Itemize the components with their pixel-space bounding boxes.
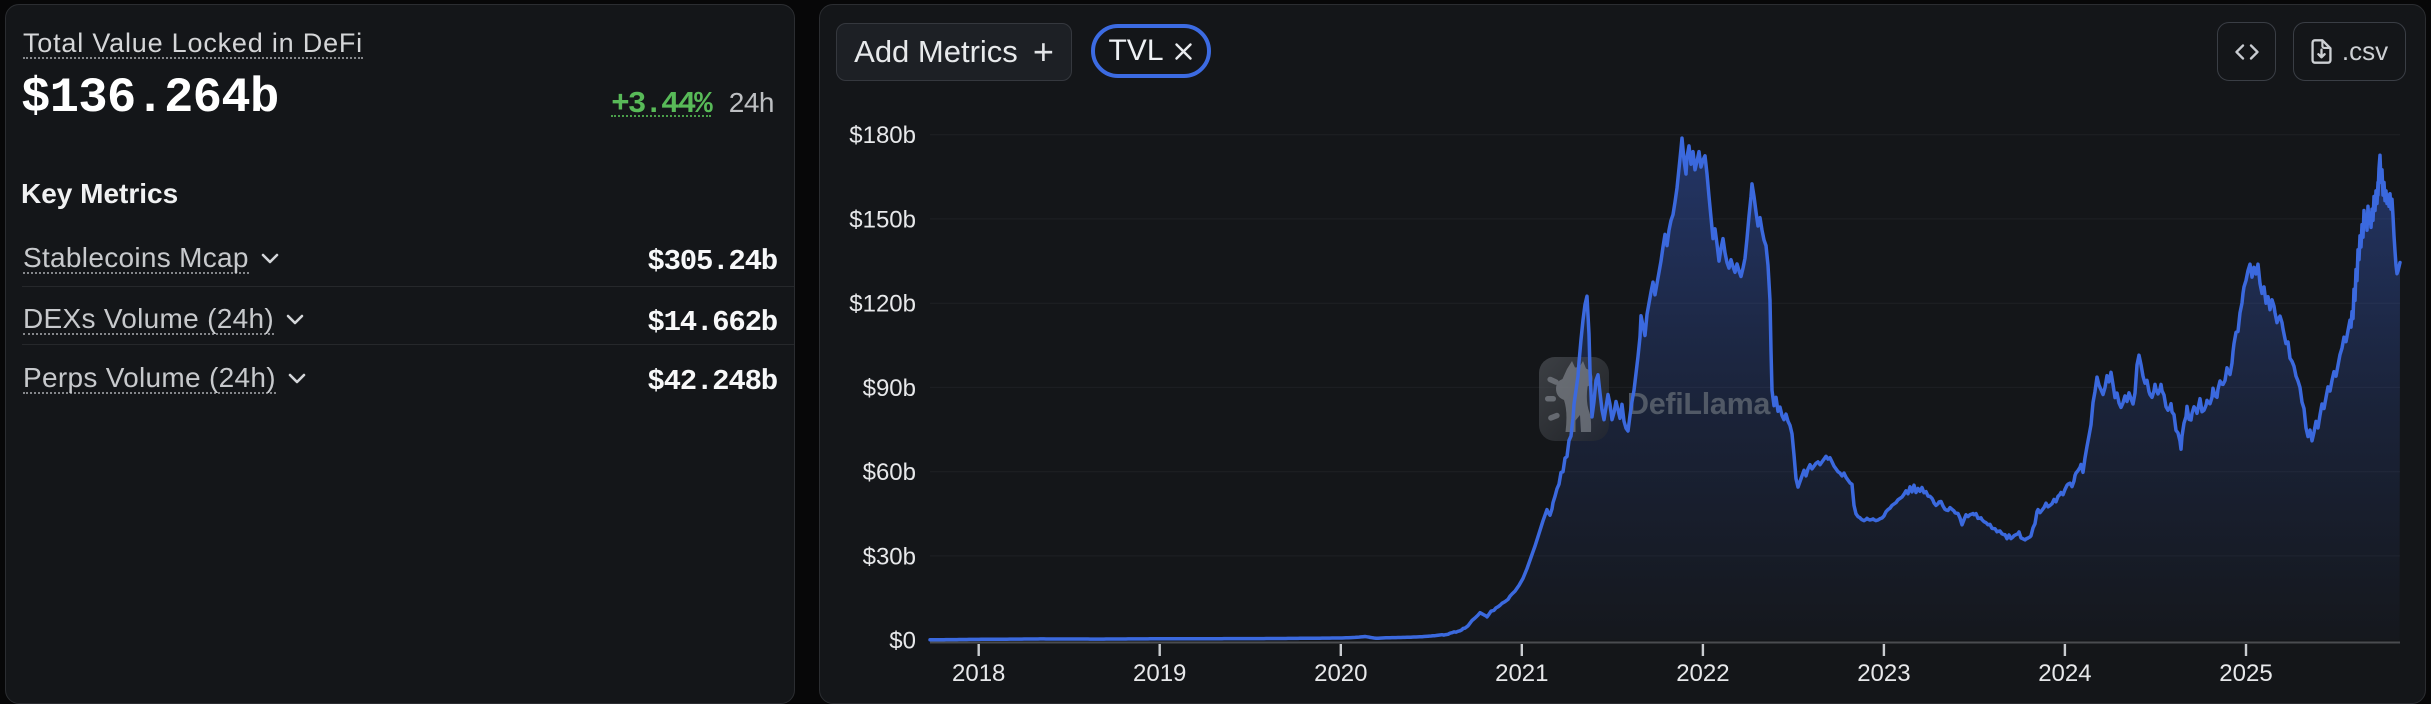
svg-text:$120b: $120b (849, 291, 916, 318)
svg-text:$180b: $180b (849, 122, 916, 149)
svg-text:$60b: $60b (863, 459, 916, 486)
svg-text:DefiLlama: DefiLlama (1627, 387, 1771, 421)
svg-text:2025: 2025 (2219, 660, 2272, 687)
svg-text:2023: 2023 (1857, 660, 1910, 687)
svg-text:$30b: $30b (863, 543, 916, 570)
svg-text:$90b: $90b (863, 375, 916, 402)
svg-text:$0: $0 (889, 628, 916, 655)
svg-text:2020: 2020 (1314, 660, 1367, 687)
svg-text:2022: 2022 (1676, 660, 1729, 687)
svg-text:$150b: $150b (849, 206, 916, 233)
svg-text:2019: 2019 (1133, 660, 1186, 687)
svg-text:2021: 2021 (1495, 660, 1548, 687)
svg-text:2024: 2024 (2038, 660, 2091, 687)
svg-text:2018: 2018 (952, 660, 1005, 687)
